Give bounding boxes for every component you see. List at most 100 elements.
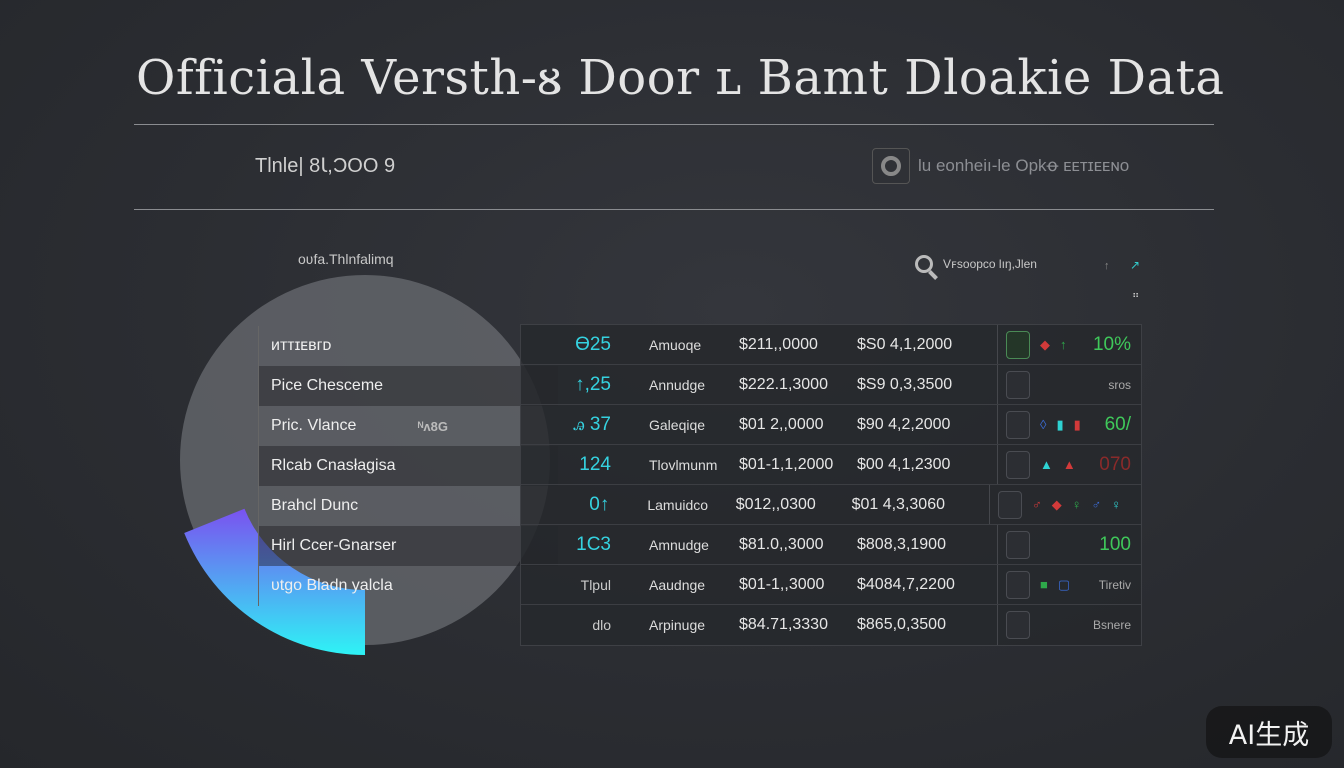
ring-arc — [184, 508, 365, 655]
camera-icon — [872, 148, 910, 184]
left-list-item[interactable]: ᴎᴛᴛɪᴇʙᴦᴅ — [258, 326, 558, 366]
trend-marker-icon: ▮ — [1056, 416, 1064, 432]
trend-marker-icon: ▲ — [1040, 457, 1053, 472]
menu-icon[interactable]: ⠶ — [1132, 290, 1140, 301]
row-value-1: $01 2,,0000 — [739, 415, 824, 433]
data-table: ϴ25 Amuoqe $211,,0000 $S0 4,1,2000 ◆ ↑ 10%… — [520, 324, 1142, 646]
thumbnail-icon[interactable] — [998, 490, 1022, 519]
row-name: Arpinuge — [649, 617, 706, 633]
left-list-extra: ᴺᴧ8G — [417, 418, 448, 434]
sort-up-icon[interactable]: ↑ — [1104, 260, 1110, 272]
trend-marker-icon: ♀ — [1111, 497, 1121, 512]
row-value-2: $01 4,3,3060 — [851, 495, 945, 513]
left-list-item[interactable]: Brahcl Dunc — [258, 486, 558, 526]
page-title: Officiala Versth-ᴕ Door ʟ Bamt Dloakie D… — [136, 50, 1225, 106]
row-number: ϴ25 — [575, 333, 611, 355]
table-row[interactable]: 124 Tlovlmunm $01-1,1,2000 $00 4,1,2300 … — [521, 445, 1141, 485]
thumbnail-icon[interactable] — [1006, 330, 1030, 359]
trend-marker-icon: ♂ — [1091, 497, 1102, 512]
left-list-label: Brahcl Dunc — [271, 497, 359, 514]
row-value-2: $90 4,2,2000 — [857, 415, 951, 433]
row-value-1: $81.0,,3000 — [739, 535, 824, 553]
left-list-label: Pric. Vlance — [271, 417, 357, 434]
trend-marker-icon: ■ — [1040, 577, 1048, 592]
row-value-2: $865,0,3500 — [857, 616, 946, 633]
brand-label: lu eonheiı-le Opkꝋ ᴇᴇᴛɪᴇᴇɴᴏ — [918, 156, 1130, 175]
row-name: Lamuidco — [647, 496, 709, 513]
row-indicators: Bsnere — [997, 605, 1141, 645]
table-row[interactable]: Tlpul Aaudnge $01-1,,3000 $4084,7,2200 ■… — [521, 565, 1141, 605]
row-value-1: $222.1,3000 — [739, 375, 828, 393]
thumbnail-icon[interactable] — [1006, 570, 1030, 599]
left-list-label: ᴎᴛᴛɪᴇʙᴦᴅ — [271, 337, 332, 354]
row-value-2: $00 4,1,2300 — [857, 455, 951, 473]
row-indicators: ◊ ▮ ▮ 60/ — [997, 405, 1141, 444]
table-row[interactable]: 1C3 Amnudge $81.0,,3000 $808,3,1900 100 — [521, 525, 1141, 565]
search-button[interactable]: Vꜰsoopco lıŋ,Jlen — [915, 255, 1037, 273]
trend-marker-icon: ▮ — [1073, 416, 1081, 432]
left-list-item[interactable]: ᴜtgo Bladn yalcla — [258, 566, 558, 606]
thumbnail-icon[interactable] — [1006, 410, 1030, 439]
left-list-item[interactable]: Rlcab Cnasłagisa — [258, 446, 558, 486]
trend-marker-icon: ▲ — [1062, 457, 1076, 472]
row-value-1: $01-1,,3000 — [739, 575, 825, 593]
divider — [134, 124, 1214, 125]
thumbnail-icon[interactable] — [1006, 370, 1030, 399]
sort-active-icon[interactable]: ↗ — [1130, 258, 1141, 272]
row-status: 60/ — [1104, 413, 1131, 435]
row-value-2: $S0 4,1,2000 — [857, 335, 953, 353]
row-status: sros — [1108, 377, 1131, 392]
table-row[interactable]: ꭿ 37 Galeqiqe $01 2,,0000 $90 4,2,2000 ◊… — [521, 405, 1141, 445]
row-value-2: $4084,7,2200 — [857, 575, 955, 593]
left-list-item[interactable]: Pric. Vlance ᴺᴧ8G — [258, 406, 558, 446]
page-subtitle: Tlnle| 8Ꙇ,ϽOO 9 — [255, 155, 396, 177]
row-number: Tlpul — [580, 576, 611, 593]
ring-chart — [180, 275, 550, 655]
trend-marker-icon: ♀ — [1071, 497, 1082, 512]
row-status: 070 — [1099, 453, 1131, 475]
search-icon — [915, 255, 933, 273]
left-list-item[interactable]: Pice Chesceme — [258, 366, 558, 406]
thumbnail-icon[interactable] — [1006, 530, 1030, 559]
row-value-1: $211,,0000 — [739, 335, 818, 353]
trend-marker-icon: ↑ — [1060, 337, 1067, 352]
table-row[interactable]: 0↑ Lamuidco $012,,0300 $01 4,3,3060 ♂ ◆ ♀ ♂… — [521, 485, 1141, 525]
row-number: 1C3 — [576, 533, 611, 555]
row-name: Amuoqe — [649, 336, 702, 353]
row-indicators: sros — [997, 365, 1141, 404]
left-list-label: Pice Chesceme — [271, 377, 384, 394]
row-indicators: ■ ▢ Tiretiv — [997, 565, 1141, 604]
row-number: 0↑ — [589, 493, 610, 515]
table-row[interactable]: ↑,25 Annudge $222.1,3000 $S9 0,3,3500 sr… — [521, 365, 1141, 405]
row-value-1: $01-1,1,2000 — [739, 455, 834, 473]
row-name: Tlovlmunm — [649, 456, 718, 473]
trend-marker-icon: ◆ — [1040, 336, 1050, 352]
row-status: 100 — [1099, 533, 1131, 555]
row-indicators: 100 — [997, 525, 1141, 564]
thumbnail-icon[interactable] — [1006, 450, 1030, 479]
row-indicators: ▲ ▲ 070 — [997, 445, 1141, 484]
section-label: oʋfa.Thlnfalimq — [298, 251, 394, 267]
brand-link[interactable]: lu eonheiı-le Opkꝋ ᴇᴇᴛɪᴇᴇɴᴏ — [872, 148, 1129, 184]
row-indicators: ♂ ◆ ♀ ♂ ♀ — [989, 485, 1141, 524]
search-label: Vꜰsoopco lıŋ,Jlen — [943, 257, 1037, 271]
left-list-item[interactable]: Hirl Ccer-Gnarser — [258, 526, 558, 566]
row-number: dlo — [592, 617, 611, 633]
trend-marker-icon: ◊ — [1040, 417, 1047, 432]
trend-marker-icon: ▢ — [1057, 576, 1071, 592]
trend-marker-icon: ◆ — [1051, 496, 1062, 512]
table-row[interactable]: ϴ25 Amuoqe $211,,0000 $S0 4,1,2000 ◆ ↑ 10% — [521, 325, 1141, 365]
table-row[interactable]: dlo Arpinuge $84.71,3330 $865,0,3500 Bsn… — [521, 605, 1141, 645]
row-status: Tiretiv — [1098, 577, 1131, 592]
row-name: Galeqiqe — [649, 416, 706, 433]
thumbnail-icon[interactable] — [1006, 611, 1030, 639]
watermark: AI生成 — [1206, 706, 1332, 758]
row-name: Amnudge — [649, 536, 709, 553]
left-list-label: Hirl Ccer-Gnarser — [271, 537, 397, 554]
row-value-1: $012,,0300 — [735, 495, 816, 513]
row-number: 124 — [579, 453, 611, 475]
row-number: ↑,25 — [575, 373, 611, 395]
row-indicators: ◆ ↑ 10% — [997, 325, 1141, 364]
row-name: Annudge — [649, 376, 706, 393]
divider — [134, 209, 1214, 210]
